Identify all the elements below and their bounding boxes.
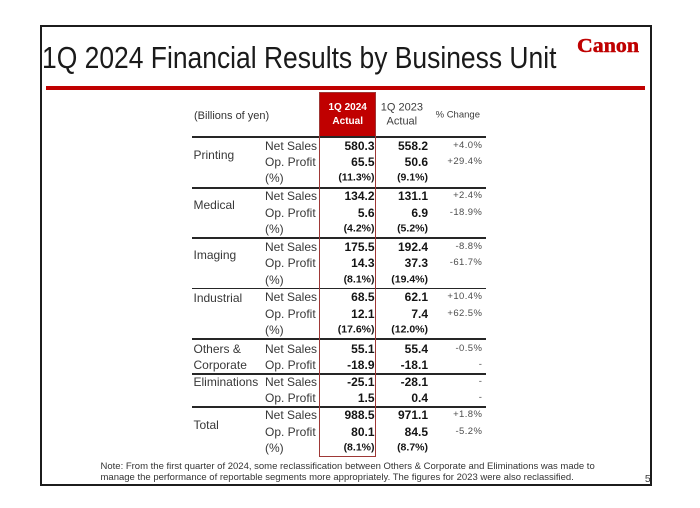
svg-text:Canon: Canon	[577, 37, 639, 55]
